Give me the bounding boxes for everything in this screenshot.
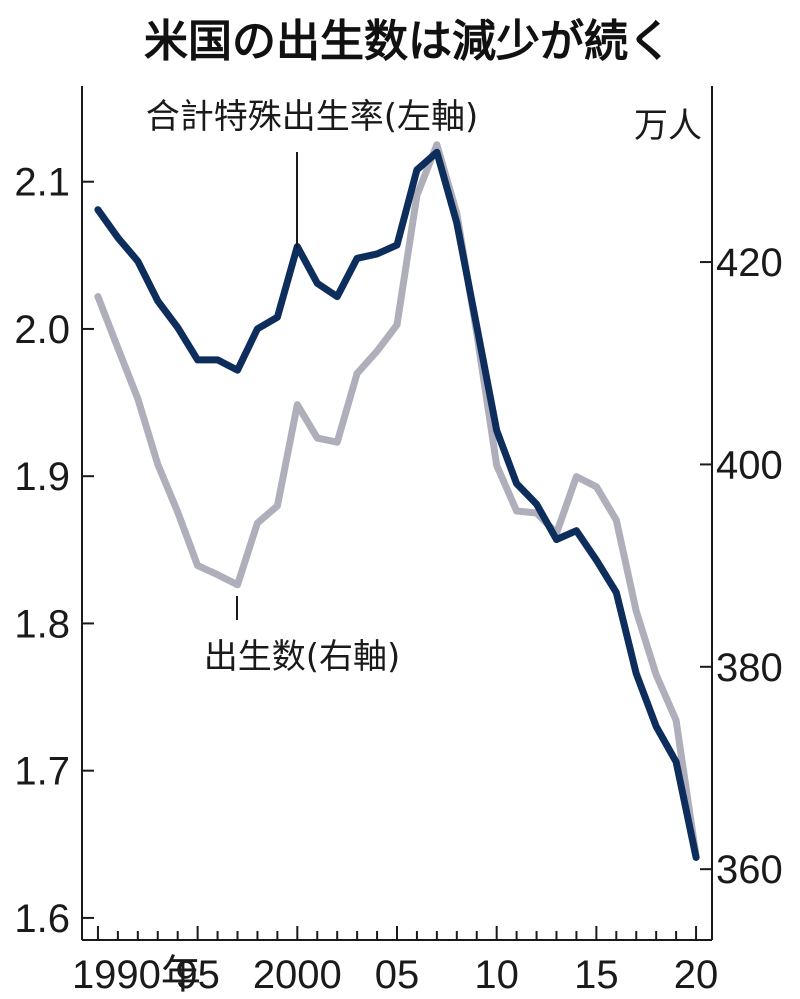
x-tick-label: 20 [674, 953, 719, 997]
series-line-births [94, 141, 700, 860]
x-tick-label: 05 [375, 953, 420, 997]
right-axis-ticks: 360 380 400 420 [700, 241, 783, 892]
right-tick-label: 420 [716, 241, 783, 285]
series-line-fertility-rate [94, 148, 700, 861]
x-tick-label: 2000 [253, 953, 342, 997]
x-tick-label: 10 [474, 953, 519, 997]
series-layer [94, 141, 700, 861]
left-tick-label: 1.8 [14, 602, 70, 646]
right-tick-label: 360 [716, 848, 783, 892]
left-axis-ticks: 1.6 1.7 1.8 1.9 2.0 2.1 [14, 161, 94, 941]
left-tick-label: 2.0 [14, 308, 70, 352]
left-tick-label: 1.6 [14, 897, 70, 941]
left-tick-label: 1.9 [14, 455, 70, 499]
right-tick-label: 400 [716, 443, 783, 487]
annotation-rate-label: 合計特殊出生率(左軸) [146, 97, 479, 137]
chart-title: 米国の出生数は減少が続く [144, 16, 672, 67]
x-tick-label: 15 [574, 953, 619, 997]
x-tick-label: 1990年 [72, 953, 201, 997]
right-tick-label: 380 [716, 646, 783, 690]
left-tick-label: 1.7 [14, 750, 70, 794]
left-tick-label: 2.1 [14, 161, 70, 205]
right-axis-unit: 万人 [634, 106, 702, 146]
x-tick-label: 95 [175, 953, 220, 997]
annotation-births-label: 出生数(右軸) [204, 637, 401, 677]
